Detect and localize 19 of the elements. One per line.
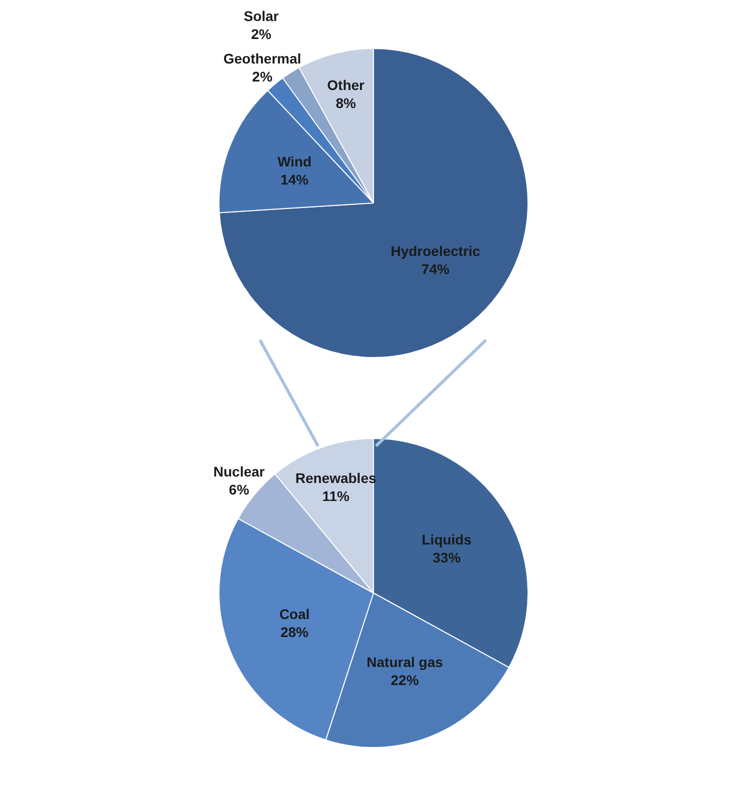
slice-label: Liquids: [422, 532, 472, 548]
data-label: 11%: [322, 488, 350, 504]
slice-label: Natural gas: [366, 654, 444, 670]
slice-label: Other: [327, 77, 366, 94]
data-label: 14%: [280, 172, 310, 188]
data-label: 74%: [421, 261, 450, 278]
data-label: 33%: [432, 550, 462, 566]
slice-label: Hydroelectric: [390, 243, 480, 260]
slice-label: Coal: [279, 606, 310, 622]
slice-label: Nuclear: [213, 464, 266, 480]
data-label: 2%: [252, 68, 273, 84]
slice-label: Solar: [244, 8, 280, 24]
data-label: 8%: [336, 95, 357, 112]
data-label: 6%: [228, 482, 250, 498]
data-label: 22%: [390, 672, 420, 688]
slice-label: Geothermal: [223, 50, 302, 66]
data-label: 28%: [280, 624, 310, 640]
slice-label: Wind: [277, 154, 312, 170]
data-label: 2%: [251, 26, 272, 42]
